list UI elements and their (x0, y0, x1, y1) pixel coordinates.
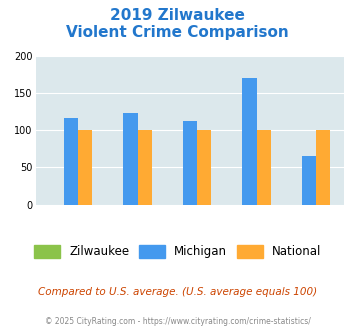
Bar (197, 130, 211, 205)
Bar (123, 113, 138, 205)
Bar (302, 155, 316, 205)
Bar (183, 121, 197, 205)
Text: Compared to U.S. average. (U.S. average equals 100): Compared to U.S. average. (U.S. average … (38, 287, 317, 297)
Bar (64, 118, 78, 205)
Legend: Zilwaukee, Michigan, National: Zilwaukee, Michigan, National (29, 240, 326, 263)
Bar (257, 130, 271, 205)
Text: 2019 Zilwaukee: 2019 Zilwaukee (110, 8, 245, 23)
Bar (316, 130, 330, 205)
Bar (138, 130, 152, 205)
Bar (78, 130, 92, 205)
Text: Violent Crime Comparison: Violent Crime Comparison (66, 25, 289, 40)
Text: © 2025 CityRating.com - https://www.cityrating.com/crime-statistics/: © 2025 CityRating.com - https://www.city… (45, 317, 310, 326)
Bar (242, 78, 257, 205)
